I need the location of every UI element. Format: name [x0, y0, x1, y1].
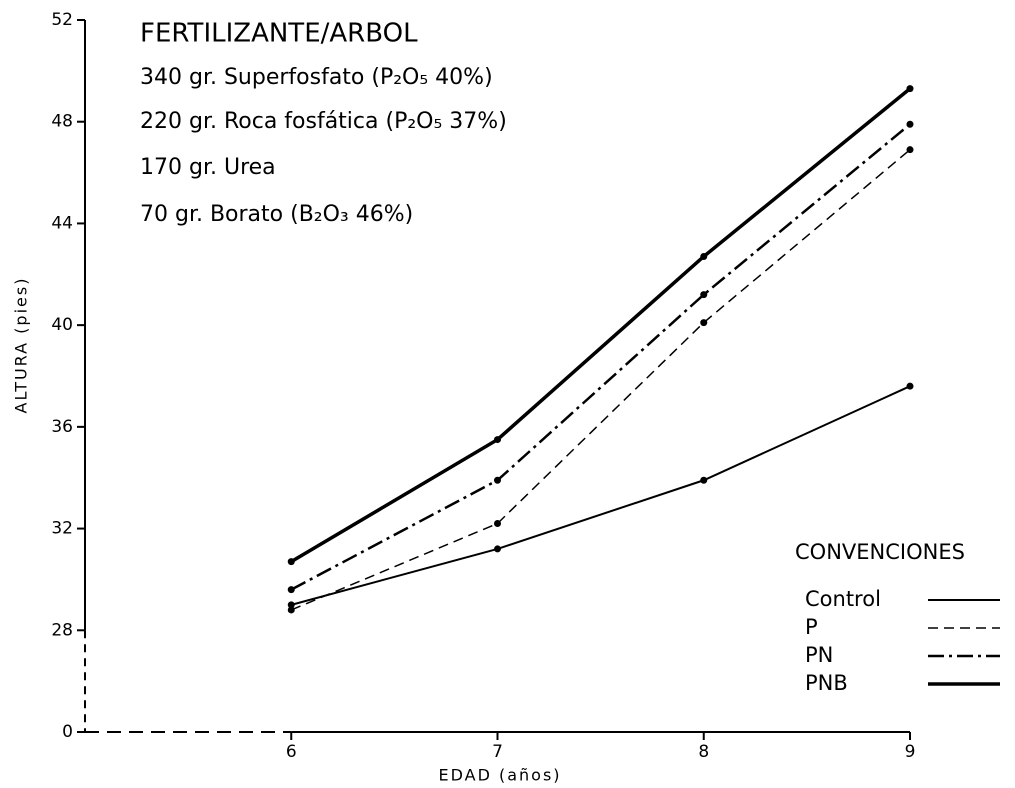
x-tick-label: 8 — [698, 742, 709, 762]
y-tick-label: 52 — [51, 10, 73, 30]
series-line — [290, 149, 911, 611]
x-axis-label: EDAD (años) — [438, 766, 561, 785]
x-tick-label: 9 — [905, 742, 916, 762]
data-point — [494, 436, 501, 444]
y-tick-label: 40 — [51, 315, 73, 335]
data-point — [287, 558, 295, 566]
x-tick-label: 6 — [286, 742, 297, 762]
data-point — [700, 476, 708, 484]
x-tick-label: 7 — [492, 742, 503, 762]
data-point — [287, 606, 295, 614]
annotation-title: FERTILIZANTE/ARBOL — [140, 19, 418, 49]
series-line — [290, 123, 911, 591]
annotation: 220 gr. Roca fosfática (P₂O₅ 37%) — [140, 109, 507, 134]
y-tick-label: 36 — [51, 417, 73, 437]
data-point — [906, 85, 914, 93]
data-point — [700, 319, 708, 327]
y-tick-label: 0 — [62, 722, 73, 742]
legend-label: Control — [805, 587, 881, 611]
legend-label: PNB — [805, 671, 848, 695]
annotation: 340 gr. Superfosfato (P₂O₅ 40%) — [140, 65, 493, 90]
y-tick-label: 44 — [51, 213, 73, 233]
annotation: 170 gr. Urea — [140, 155, 276, 180]
legend-title: CONVENCIONES — [795, 540, 965, 564]
series-line — [290, 87, 912, 564]
series-line — [290, 385, 911, 606]
data-point — [494, 545, 501, 553]
data-point — [287, 586, 295, 594]
legend-label: PN — [805, 643, 833, 667]
data-point — [700, 252, 708, 260]
data-point — [494, 476, 501, 484]
data-point — [287, 601, 295, 609]
y-axis-label: ALTURA (pies) — [12, 277, 31, 414]
data-point — [906, 146, 914, 154]
data-point — [906, 382, 914, 390]
annotation: 70 gr. Borato (B₂O₃ 46%) — [140, 202, 413, 227]
data-point — [700, 291, 708, 299]
y-tick-label: 28 — [51, 620, 73, 640]
data-point — [906, 120, 914, 128]
y-tick-label: 32 — [51, 519, 73, 539]
data-point — [494, 519, 501, 527]
legend-label: P — [805, 615, 818, 639]
y-tick-label: 48 — [51, 112, 73, 132]
